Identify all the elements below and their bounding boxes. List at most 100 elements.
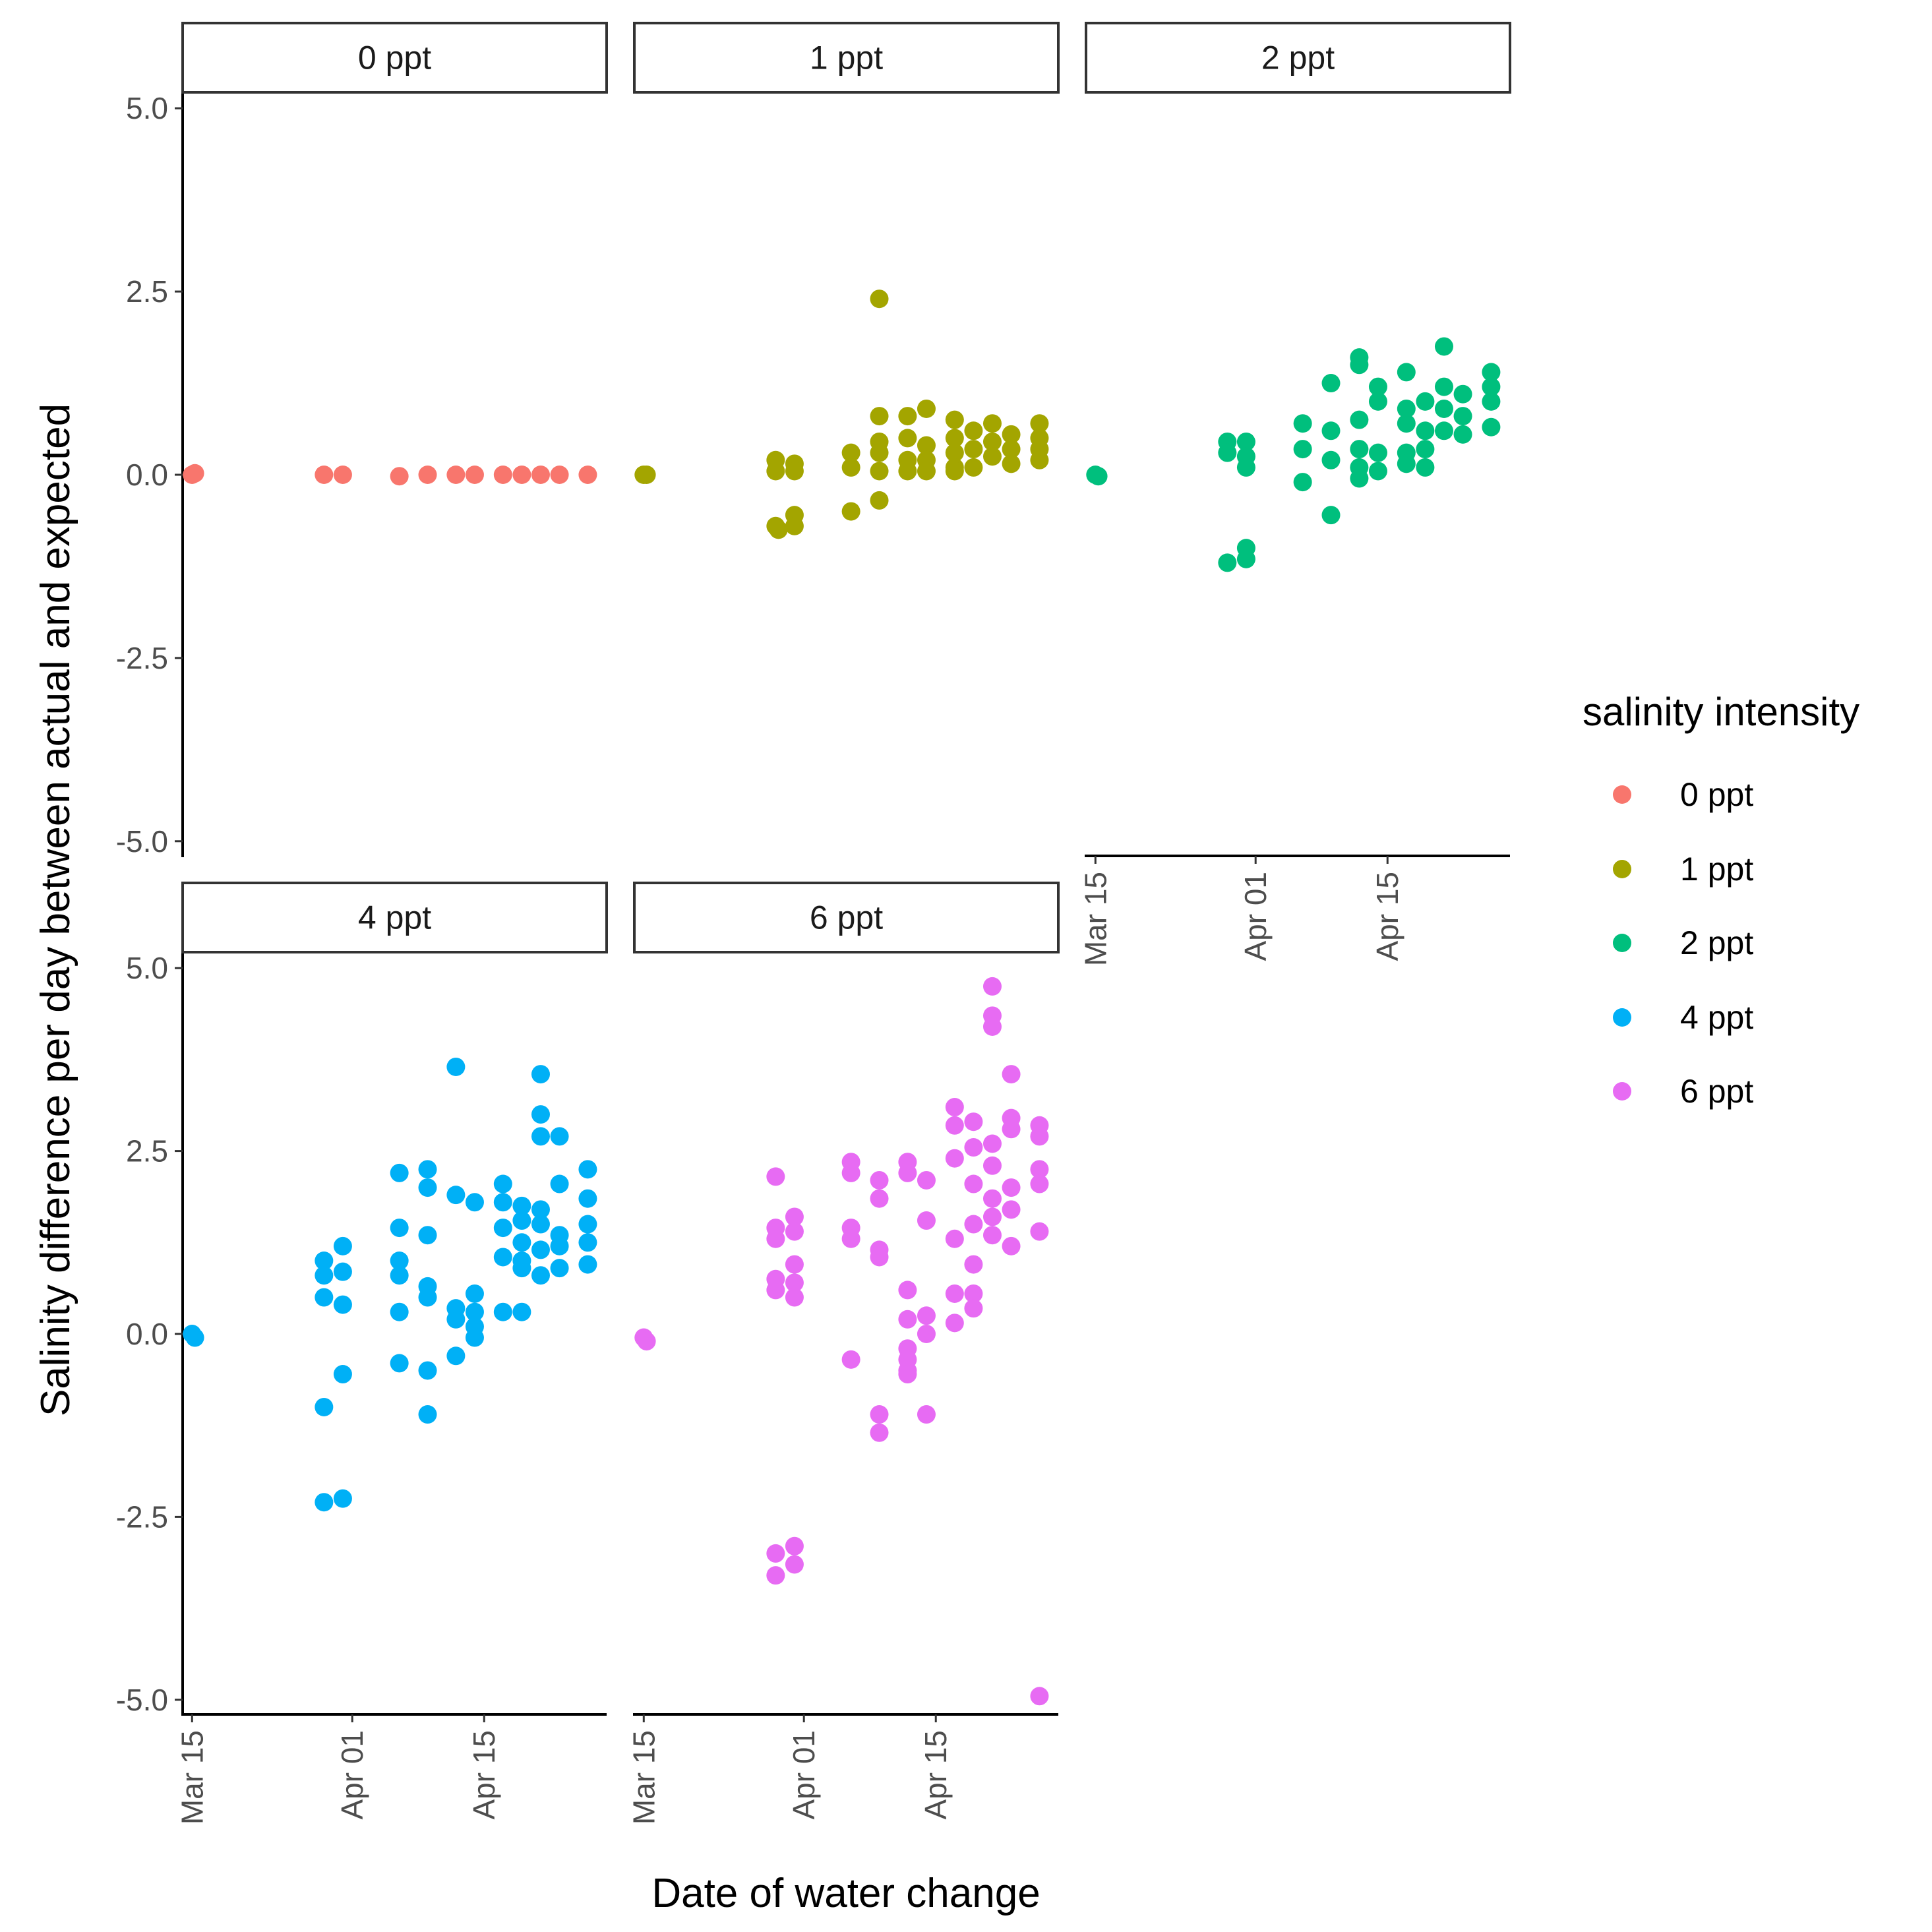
legend-label: 2 ppt xyxy=(1680,924,1753,961)
data-point xyxy=(1218,553,1237,572)
facet-panel: 2 ppt Mar 15 Apr 01 Apr 15 xyxy=(1078,22,1511,966)
data-point xyxy=(964,1255,983,1274)
data-point xyxy=(418,1178,437,1197)
data-point xyxy=(964,421,983,440)
data-point xyxy=(1482,377,1501,396)
data-point xyxy=(446,1186,466,1205)
y-tick-label: 2.5 xyxy=(126,274,168,309)
data-point xyxy=(531,1200,550,1219)
data-point xyxy=(493,1302,512,1321)
data-point xyxy=(315,1266,334,1285)
data-point xyxy=(550,466,569,484)
data-point xyxy=(1002,440,1021,459)
y-axis-title: Salinity difference per day between actu… xyxy=(33,404,78,1416)
data-point xyxy=(1482,363,1501,382)
x-tick-label: Apr 15 xyxy=(919,1730,953,1820)
facet-strip xyxy=(181,22,608,94)
data-point xyxy=(493,466,512,484)
data-point xyxy=(315,1493,334,1512)
data-point xyxy=(917,1211,936,1230)
data-point xyxy=(785,1273,804,1292)
data-point xyxy=(964,440,983,459)
legend-item: 2 ppt xyxy=(1613,924,1753,961)
facet-panel: 6 ppt Mar 15 Apr 01 Apr 15 xyxy=(626,882,1060,1825)
data-point xyxy=(945,1313,964,1333)
data-point xyxy=(870,1189,889,1208)
data-point xyxy=(769,520,788,539)
data-point xyxy=(465,1284,484,1303)
x-axis-title: Date of water change xyxy=(651,1871,1040,1916)
data-point xyxy=(493,1193,512,1212)
data-point xyxy=(1368,377,1387,396)
data-point xyxy=(1293,414,1312,433)
data-point xyxy=(315,1252,334,1271)
data-point xyxy=(550,1236,569,1255)
data-point xyxy=(531,1240,550,1259)
data-point xyxy=(1236,458,1255,477)
data-point xyxy=(898,1310,917,1329)
data-point xyxy=(870,1405,889,1424)
data-point xyxy=(1030,1174,1049,1193)
legend-label: 1 ppt xyxy=(1680,851,1753,888)
data-point xyxy=(390,1354,409,1373)
data-point xyxy=(766,1544,785,1563)
facet-strip xyxy=(181,882,608,953)
data-point xyxy=(870,491,889,510)
data-point xyxy=(982,1156,1002,1175)
data-point xyxy=(531,1105,550,1124)
data-point xyxy=(766,1281,785,1300)
facet-strip-label: 1 ppt xyxy=(810,40,883,76)
data-point xyxy=(870,1423,889,1442)
data-point xyxy=(1416,392,1435,411)
data-point xyxy=(785,1255,804,1274)
data-point xyxy=(390,1252,409,1271)
data-point xyxy=(465,1302,484,1321)
data-point xyxy=(333,1365,352,1384)
data-point xyxy=(898,1281,917,1300)
data-point xyxy=(1434,421,1453,440)
data-point xyxy=(531,466,550,484)
x-tick-label: Apr 15 xyxy=(467,1730,501,1820)
data-point xyxy=(898,1163,917,1182)
data-point xyxy=(1321,421,1341,440)
data-point xyxy=(917,1306,936,1325)
legend-label: 6 ppt xyxy=(1680,1073,1753,1110)
data-point xyxy=(550,1127,569,1146)
legend-key-1-ppt xyxy=(1613,860,1631,878)
data-point xyxy=(465,1328,484,1347)
data-point xyxy=(1002,1065,1021,1084)
y-tick-label: 0.0 xyxy=(126,1317,168,1351)
data-point xyxy=(1434,337,1453,356)
data-point xyxy=(870,462,889,481)
data-point xyxy=(390,1219,409,1238)
data-point xyxy=(945,1229,964,1248)
data-point xyxy=(1002,1120,1021,1139)
legend-key-0-ppt xyxy=(1613,785,1631,804)
y-tick-label: 2.5 xyxy=(126,1134,168,1168)
data-point xyxy=(1350,469,1369,488)
data-point xyxy=(1482,392,1501,411)
data-point xyxy=(964,1112,983,1132)
data-point xyxy=(578,1255,597,1274)
data-point xyxy=(945,1149,964,1168)
data-point xyxy=(1434,399,1453,418)
data-point xyxy=(785,1555,804,1574)
legend-item: 1 ppt xyxy=(1613,851,1753,888)
data-point xyxy=(578,1233,597,1252)
data-point xyxy=(550,1259,569,1278)
data-point xyxy=(766,1167,785,1186)
data-point xyxy=(578,1215,597,1234)
facet-strip xyxy=(633,22,1060,94)
data-point xyxy=(841,1163,860,1182)
y-tick-label: 5.0 xyxy=(126,951,168,985)
data-point xyxy=(390,1302,409,1321)
data-point xyxy=(982,1134,1002,1153)
legend-label: 0 ppt xyxy=(1680,776,1753,813)
data-point xyxy=(870,1170,889,1190)
data-point xyxy=(785,1536,804,1555)
data-point xyxy=(964,1174,983,1193)
data-point xyxy=(418,1288,437,1307)
facet-panel: 1 ppt xyxy=(633,22,1060,539)
data-point xyxy=(531,1266,550,1285)
